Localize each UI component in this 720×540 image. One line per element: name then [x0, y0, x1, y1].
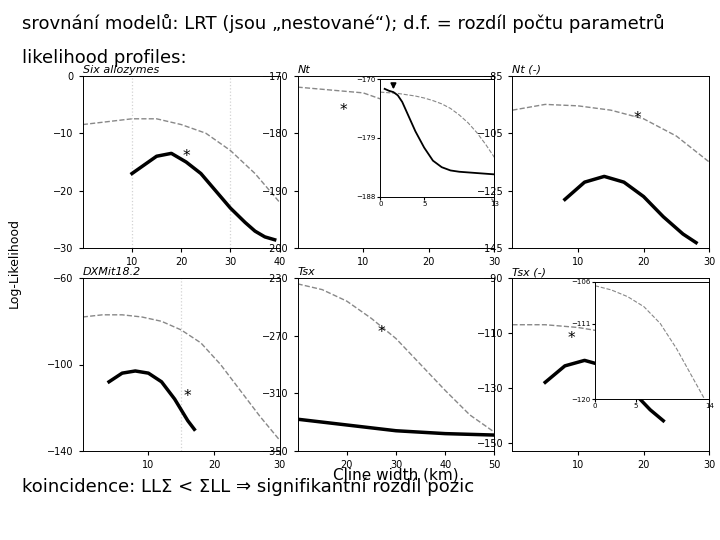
Text: *: *: [340, 103, 347, 118]
Text: srovnání modelů: LRT (jsou „nestované“); d.f. = rozdíl počtu parametrů: srovnání modelů: LRT (jsou „nestované“);…: [22, 14, 665, 32]
Text: Nt: Nt: [297, 65, 310, 75]
Text: *: *: [184, 389, 192, 404]
Text: Nt (-): Nt (-): [513, 65, 541, 75]
Text: *: *: [567, 331, 575, 346]
Text: Tsx (-): Tsx (-): [513, 267, 546, 278]
Text: likelihood profiles:: likelihood profiles:: [22, 49, 186, 66]
Text: DXMit18.2: DXMit18.2: [83, 267, 141, 278]
Text: Log-Likelihood: Log-Likelihood: [8, 218, 21, 308]
Text: koincidence: LLΣ < ΣLL ⇒ signifikantní rozdíl pozic: koincidence: LLΣ < ΣLL ⇒ signifikantní r…: [22, 478, 474, 496]
Text: Six allozymes: Six allozymes: [83, 65, 159, 75]
Text: *: *: [182, 148, 190, 164]
Text: Cline width (km): Cline width (km): [333, 467, 459, 482]
Text: *: *: [633, 111, 641, 126]
Text: Tsx: Tsx: [297, 267, 315, 278]
Text: *: *: [377, 325, 385, 340]
